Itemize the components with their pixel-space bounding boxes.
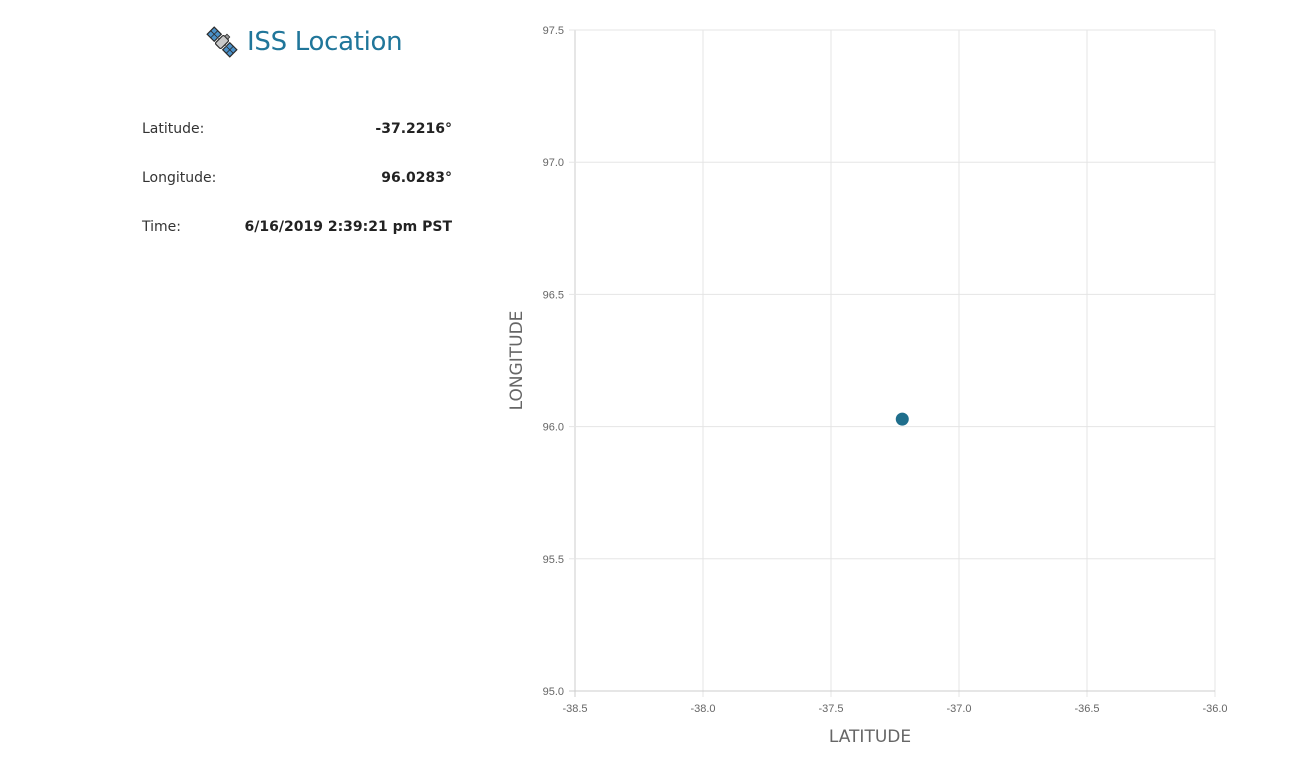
page-header: ISS Location <box>205 22 403 62</box>
time-label: Time: <box>142 219 181 235</box>
latitude-row: Latitude: -37.2216° <box>142 121 452 137</box>
iss-position-point[interactable] <box>895 412 909 426</box>
y-tick-label: 96.0 <box>543 422 564 434</box>
y-tick-label: 97.0 <box>543 157 564 169</box>
y-tick-label: 95.5 <box>543 554 564 566</box>
longitude-label: Longitude: <box>142 170 217 186</box>
y-tick-label: 96.5 <box>543 289 564 301</box>
time-row: Time: 6/16/2019 2:39:21 pm PST <box>142 219 452 235</box>
chart-points <box>895 412 909 426</box>
x-axis-title: LATITUDE <box>829 727 911 747</box>
y-tick-label: 95.0 <box>543 686 564 698</box>
x-tick-label: -37.0 <box>946 703 971 715</box>
y-tick-label: 97.5 <box>543 25 564 37</box>
y-axis-title: LONGITUDE <box>507 311 527 411</box>
longitude-value: 96.0283° <box>381 170 452 186</box>
x-tick-label: -36.0 <box>1202 703 1227 715</box>
chart-grid <box>569 29 1216 697</box>
satellite-icon <box>206 26 238 58</box>
x-tick-label: -36.5 <box>1074 703 1099 715</box>
latitude-value: -37.2216° <box>375 121 452 137</box>
chart-tick-labels: -38.5 -38.0 -37.5 -37.0 -36.5 -36.0 95.0 95.5 96… <box>543 25 1228 715</box>
time-value: 6/16/2019 2:39:21 pm PST <box>244 219 452 235</box>
latitude-label: Latitude: <box>142 121 205 137</box>
x-tick-label: -37.5 <box>818 703 843 715</box>
page-title: ISS Location <box>247 27 403 57</box>
x-tick-label: -38.5 <box>562 703 587 715</box>
x-tick-label: -38.0 <box>690 703 715 715</box>
longitude-row: Longitude: 96.0283° <box>142 170 452 186</box>
